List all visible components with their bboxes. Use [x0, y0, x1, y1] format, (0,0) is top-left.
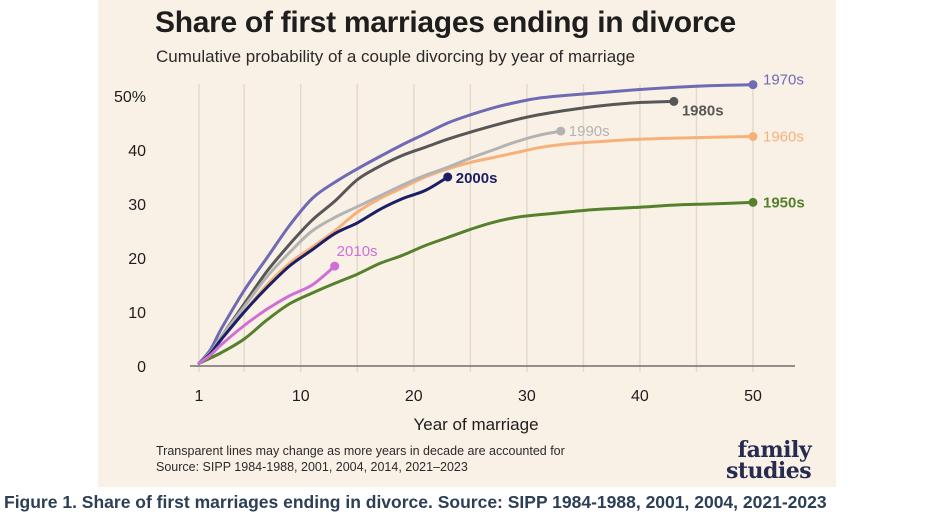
y-tick-label: 0 — [137, 359, 146, 376]
series-labels: 1950s 1960s 1970s 1980s 1990s 2000s 2010s — [337, 72, 805, 260]
series-end-marker-1960s — [748, 132, 758, 141]
series-label-2000s: 2000s — [456, 170, 498, 187]
series-line-1970s — [197, 83, 755, 365]
series-end-marker-1950s — [748, 197, 758, 207]
note-transparency: Transparent lines may change as more yea… — [156, 444, 565, 458]
note-source: Source: SIPP 1984-1988, 2001, 2004, 2014… — [156, 460, 468, 474]
chart-title: Share of first marriages ending in divor… — [155, 6, 736, 39]
x-tick-label: 30 — [518, 388, 536, 405]
y-tick-label: 40 — [128, 143, 146, 160]
y-tick-label: 30 — [128, 197, 146, 214]
series-end-marker-1990s — [556, 126, 566, 136]
x-tick-label: 20 — [405, 388, 423, 405]
series-label-1960s: 1960s — [763, 129, 804, 146]
figure-caption: Figure 1. Share of first marriages endin… — [4, 492, 827, 512]
series-label-1950s: 1950s — [763, 194, 805, 211]
series-label-1980s: 1980s — [682, 102, 724, 119]
y-tick-label: 20 — [128, 251, 146, 268]
series-end-marker-1970s — [748, 80, 758, 90]
y-tick-label: 50% — [114, 89, 146, 106]
logo-word-studies: studies — [726, 458, 812, 484]
y-axis-ticks: 0 10 20 30 40 50% — [114, 89, 146, 376]
x-tick-label: 40 — [631, 388, 649, 405]
x-tick-label: 50 — [744, 388, 762, 405]
series-end-marker-1980s — [669, 96, 679, 106]
x-tick-label: 1 — [195, 388, 204, 405]
y-tick-label: 10 — [128, 305, 146, 322]
series-line-1990s — [197, 129, 563, 365]
x-axis-ticks: 1 10 20 30 40 50 — [195, 388, 762, 405]
chart-note: Transparent lines may change as more yea… — [156, 443, 565, 475]
series-end-marker-2010s — [330, 261, 340, 271]
series-line-2010s — [197, 264, 337, 365]
series-line-2000s — [197, 175, 450, 365]
series-line-1950s — [197, 200, 755, 365]
series-label-1970s: 1970s — [763, 72, 804, 89]
x-axis-title: Year of marriage — [413, 415, 538, 434]
family-studies-logo: family studies — [726, 437, 812, 484]
series-end-marker-2000s — [443, 172, 453, 182]
series-label-1990s: 1990s — [569, 123, 610, 140]
series-lines — [197, 80, 758, 365]
x-tick-label: 10 — [292, 388, 310, 405]
series-line-1980s — [197, 99, 676, 365]
logo-word-family: family — [737, 437, 812, 463]
chart-panel — [98, 0, 836, 487]
chart-subtitle: Cumulative probability of a couple divor… — [156, 47, 636, 66]
series-label-2010s: 2010s — [337, 243, 378, 260]
